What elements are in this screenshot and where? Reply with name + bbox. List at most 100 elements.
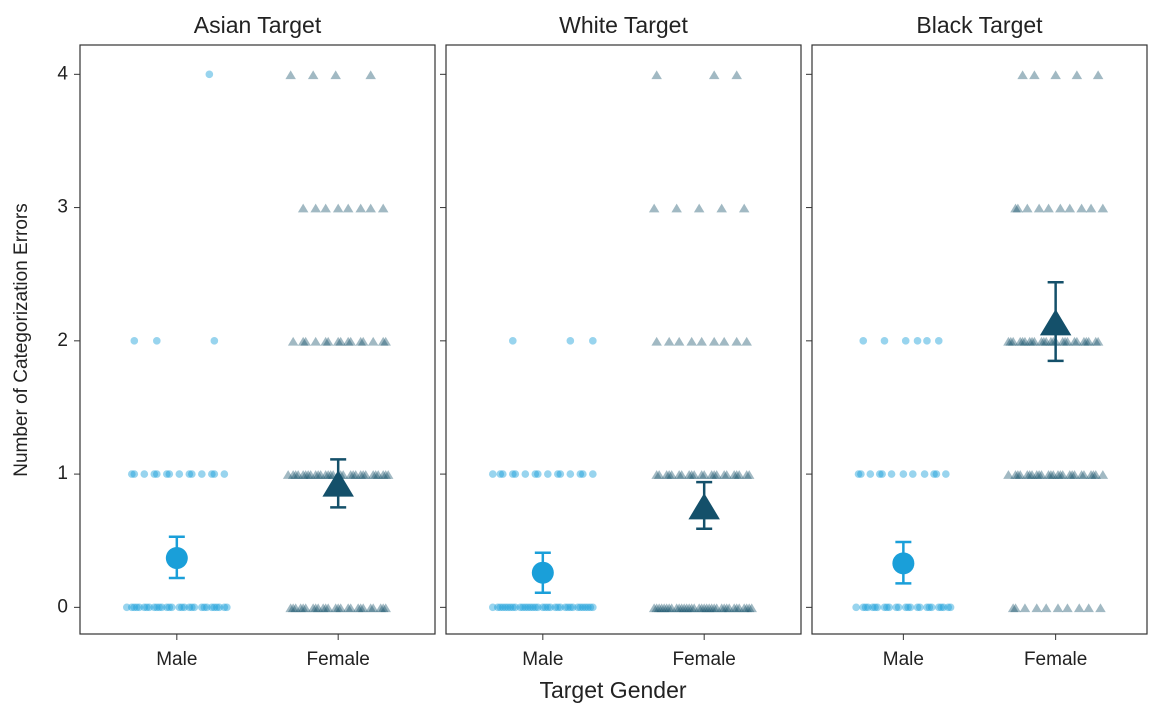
data-point: [317, 603, 329, 613]
data-point: [367, 470, 379, 479]
data-point: [698, 603, 710, 613]
data-point: [716, 203, 727, 213]
mean-marker: [531, 561, 554, 584]
data-point: [1007, 603, 1019, 613]
data-point: [531, 470, 540, 478]
x-axis-label: Target Gender: [539, 677, 686, 703]
data-point: [488, 470, 497, 478]
data-point: [574, 603, 582, 612]
data-point: [541, 603, 550, 612]
data-point: [210, 337, 219, 345]
data-point: [579, 603, 587, 612]
data-point: [651, 470, 662, 479]
data-point: [335, 336, 346, 346]
data-point: [658, 603, 670, 613]
data-point: [300, 336, 311, 346]
data-point: [859, 603, 868, 612]
data-point: [287, 470, 299, 479]
data-point: [534, 470, 542, 478]
data-point: [307, 70, 319, 80]
data-point: [322, 603, 334, 613]
data-point: [1066, 470, 1078, 479]
data-point: [355, 336, 366, 346]
data-point: [342, 603, 354, 613]
data-point: [581, 603, 590, 612]
data-point: [1036, 470, 1047, 479]
data-point: [857, 470, 865, 478]
data-point: [1050, 70, 1061, 80]
data-point: [1069, 336, 1080, 346]
data-point: [688, 470, 700, 479]
data-point: [1043, 470, 1054, 479]
data-point: [678, 603, 690, 613]
data-point: [357, 470, 369, 479]
data-point: [946, 603, 955, 612]
data-point: [223, 603, 231, 612]
data-point: [130, 603, 139, 612]
data-point: [721, 603, 732, 613]
data-point: [1057, 470, 1068, 479]
data-point: [1026, 336, 1038, 346]
data-point: [1088, 470, 1099, 479]
data-point: [746, 603, 757, 613]
data-point: [683, 603, 695, 613]
data-point: [546, 603, 555, 612]
panel-title: Asian Target: [194, 12, 322, 38]
data-point: [706, 603, 717, 613]
data-point: [892, 603, 901, 612]
data-point: [711, 603, 722, 613]
data-point: [509, 470, 517, 478]
data-point: [706, 470, 717, 479]
data-point: [1092, 336, 1104, 346]
data-point: [539, 603, 547, 612]
data-point: [666, 470, 677, 479]
data-point: [1071, 70, 1083, 80]
data-point: [932, 470, 941, 478]
data-point: [686, 603, 697, 613]
data-point: [703, 603, 715, 613]
data-point: [1064, 470, 1076, 479]
data-point: [130, 470, 139, 478]
data-point: [1003, 470, 1014, 479]
data-point: [511, 470, 520, 478]
data-point: [499, 470, 507, 478]
y-tick-label: 0: [57, 596, 68, 617]
data-point: [516, 603, 525, 612]
data-point: [1090, 336, 1102, 346]
data-point: [1083, 336, 1094, 346]
data-point: [1069, 470, 1080, 479]
data-point: [300, 470, 311, 479]
data-point: [158, 603, 166, 612]
data-point: [357, 603, 369, 613]
data-point: [163, 470, 171, 478]
data-point: [310, 336, 321, 346]
data-point: [1078, 470, 1090, 479]
x-tick-label: Female: [673, 649, 736, 670]
data-point: [733, 470, 745, 479]
data-point: [210, 603, 219, 612]
data-point: [923, 603, 931, 612]
data-point: [332, 603, 344, 613]
data-point: [165, 603, 174, 612]
data-point: [312, 603, 324, 613]
x-tick-label: Male: [156, 649, 197, 670]
data-point: [1095, 603, 1106, 613]
data-point: [1029, 336, 1040, 346]
data-point: [150, 470, 159, 478]
data-point: [873, 603, 882, 612]
data-point: [297, 470, 309, 479]
data-point: [320, 203, 331, 213]
data-point: [901, 603, 910, 612]
data-point: [330, 603, 341, 613]
data-point: [180, 603, 189, 612]
data-point: [175, 470, 184, 478]
data-point: [708, 603, 720, 613]
data-point: [297, 603, 309, 613]
data-point: [342, 203, 354, 213]
data-point: [534, 603, 542, 612]
data-point: [210, 470, 219, 478]
data-point: [499, 603, 507, 612]
data-point: [165, 470, 174, 478]
data-point: [208, 603, 216, 612]
data-point: [880, 603, 889, 612]
